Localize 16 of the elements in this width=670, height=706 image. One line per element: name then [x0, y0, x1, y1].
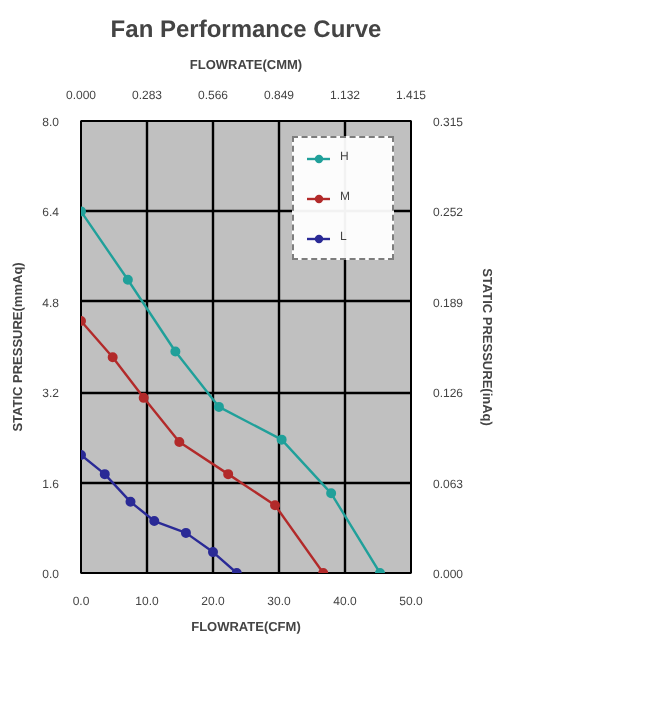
point [223, 469, 234, 480]
point [122, 274, 133, 285]
point [180, 527, 191, 538]
point [138, 392, 149, 403]
point [149, 516, 160, 527]
point [99, 469, 110, 480]
point [174, 436, 185, 447]
chart-title: Fan Performance Curve [110, 15, 383, 43]
point [107, 352, 118, 363]
point [270, 500, 281, 511]
point [326, 488, 337, 499]
point [125, 496, 136, 507]
point [208, 547, 218, 558]
point [170, 346, 181, 357]
point [276, 434, 287, 445]
point [213, 401, 224, 412]
